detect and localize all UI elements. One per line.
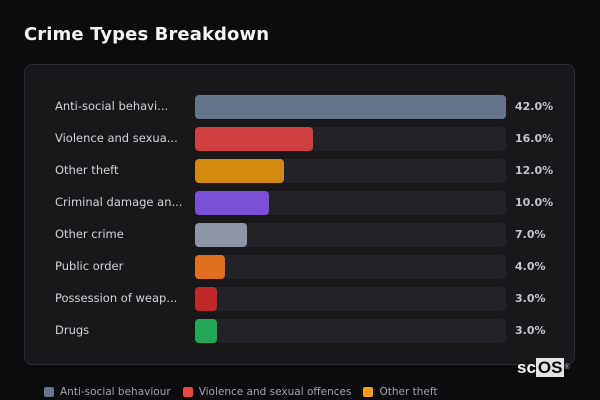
scos-logo: sc OS ®	[517, 358, 570, 378]
chart-legend: Anti-social behaviour Violence and sexual…	[44, 386, 437, 398]
bar-value-label: 42.0%	[515, 100, 554, 113]
bar-value-label: 16.0%	[515, 132, 554, 145]
legend-label: Other theft	[379, 386, 438, 398]
legend-swatch-icon	[363, 387, 374, 397]
logo-prefix: sc	[517, 358, 536, 377]
bar-fill[interactable]	[195, 287, 218, 311]
bar-track	[195, 319, 506, 343]
bar-label: Possession of weap...	[55, 291, 178, 305]
bar-track	[195, 255, 506, 279]
bar-row: Criminal damage an... 10.0%	[25, 191, 574, 215]
bar-label: Violence and sexua...	[55, 131, 178, 145]
bar-row: Anti-social behavi... 42.0%	[25, 95, 574, 119]
bar-track	[195, 127, 506, 151]
chart-title: Crime Types Breakdown	[24, 24, 270, 45]
bar-row: Violence and sexua... 16.0%	[25, 127, 574, 151]
bar-row: Public order 4.0%	[25, 255, 574, 279]
bar-label: Criminal damage an...	[55, 195, 183, 209]
legend-item[interactable]: Other theft	[363, 386, 437, 398]
legend-item[interactable]: Anti-social behaviour	[44, 386, 171, 398]
bar-fill[interactable]	[195, 159, 284, 183]
bar-value-label: 12.0%	[515, 164, 554, 177]
bar-track	[195, 159, 506, 183]
chart-card: Anti-social behavi... 42.0% Violence and s…	[24, 64, 575, 365]
bar-fill[interactable]	[195, 319, 218, 343]
bar-track	[195, 95, 506, 119]
bar-label: Drugs	[55, 323, 90, 337]
bar-track	[195, 287, 506, 311]
bar-label: Anti-social behavi...	[55, 99, 169, 113]
bar-row: Drugs 3.0%	[25, 319, 574, 343]
legend-swatch-icon	[182, 387, 193, 397]
bar-label: Other theft	[55, 163, 119, 177]
registered-mark-icon: ®	[564, 364, 570, 371]
bar-label: Other crime	[55, 227, 124, 241]
legend-label: Anti-social behaviour	[60, 386, 171, 398]
legend-label: Violence and sexual offences	[198, 386, 352, 398]
bar-fill[interactable]	[195, 95, 506, 119]
bar-fill[interactable]	[195, 191, 270, 215]
bar-value-label: 3.0%	[515, 292, 546, 305]
logo-highlight: OS	[535, 358, 565, 377]
bar-row: Possession of weap... 3.0%	[25, 287, 574, 311]
legend-item[interactable]: Violence and sexual offences	[182, 386, 352, 398]
bar-fill[interactable]	[195, 127, 314, 151]
bar-track	[195, 191, 506, 215]
bar-fill[interactable]	[195, 255, 225, 279]
bar-value-label: 4.0%	[515, 260, 546, 273]
bar-track	[195, 223, 506, 247]
bar-fill[interactable]	[195, 223, 247, 247]
bar-value-label: 7.0%	[515, 228, 546, 241]
legend-swatch-icon	[44, 387, 54, 397]
bar-row: Other theft 12.0%	[25, 159, 574, 183]
bar-row: Other crime 7.0%	[25, 223, 574, 247]
bar-value-label: 3.0%	[515, 324, 546, 337]
bar-label: Public order	[55, 259, 124, 273]
bar-value-label: 10.0%	[515, 196, 554, 209]
